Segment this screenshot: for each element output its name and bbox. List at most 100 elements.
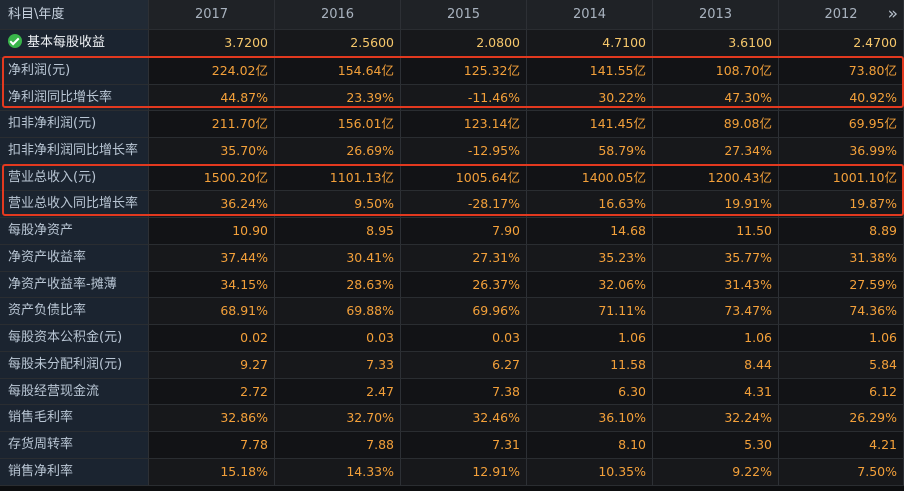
row-label-text: 净资产收益率: [8, 250, 87, 265]
value-cell: 73.80亿: [779, 58, 904, 85]
value-cell: 35.23%: [527, 245, 653, 272]
value-cell: 40.92%: [779, 85, 904, 111]
row-label-text: 营业总收入同比增长率: [8, 196, 139, 211]
year-header[interactable]: 2017: [149, 0, 275, 30]
table-row[interactable]: 营业总收入同比增长率 36.24% 9.50% -28.17% 16.63% 19.91%…: [0, 191, 904, 218]
value-cell: 32.86%: [149, 405, 275, 432]
value-cell: 0.03: [275, 325, 401, 352]
value-cell: 1005.64亿: [401, 165, 527, 191]
row-label: 营业总收入(元): [0, 165, 149, 191]
value-cell: 26.37%: [401, 272, 527, 298]
value-cell: 1101.13亿: [275, 165, 401, 191]
table-row[interactable]: 存货周转率 7.78 7.88 7.31 8.10 5.30 4.21: [0, 432, 904, 459]
value-cell: -28.17%: [401, 191, 527, 218]
value-cell: 7.38: [401, 379, 527, 405]
row-label-text: 每股未分配利润(元): [8, 357, 123, 372]
table-row[interactable]: 每股经营现金流 2.72 2.47 7.38 6.30 4.31 6.12: [0, 379, 904, 405]
value-cell: 14.33%: [275, 459, 401, 486]
value-cell: 47.30%: [653, 85, 779, 111]
value-cell: 6.27: [401, 352, 527, 379]
row-label-text: 营业总收入(元): [8, 170, 97, 185]
year-header[interactable]: 2014: [527, 0, 653, 30]
value-cell: 28.63%: [275, 272, 401, 298]
row-label: 扣非净利润(元): [0, 111, 149, 138]
table-row[interactable]: 每股净资产 10.90 8.95 7.90 14.68 11.50 8.89: [0, 218, 904, 245]
row-label: 净资产收益率: [0, 245, 149, 272]
value-cell: 5.84: [779, 352, 904, 379]
row-label: 每股未分配利润(元): [0, 352, 149, 379]
table-row[interactable]: 每股未分配利润(元) 9.27 7.33 6.27 11.58 8.44 5.84: [0, 352, 904, 379]
value-cell: 14.68: [527, 218, 653, 245]
table-row[interactable]: 销售毛利率 32.86% 32.70% 32.46% 36.10% 32.24% 26.29…: [0, 405, 904, 432]
row-label: 每股经营现金流: [0, 379, 149, 405]
value-cell: 6.30: [527, 379, 653, 405]
value-cell: 34.15%: [149, 272, 275, 298]
table-row[interactable]: 销售净利率 15.18% 14.33% 12.91% 10.35% 9.22% 7.50%: [0, 459, 904, 486]
year-header[interactable]: 2012: [779, 0, 904, 30]
value-cell: 2.47: [275, 379, 401, 405]
value-cell: 37.44%: [149, 245, 275, 272]
row-label-text: 扣非净利润(元): [8, 116, 97, 131]
value-cell: -12.95%: [401, 138, 527, 165]
table-row[interactable]: 扣非净利润同比增长率 35.70% 26.69% -12.95% 58.79% 27.34…: [0, 138, 904, 165]
value-cell: 3.6100: [653, 30, 779, 58]
value-cell: 35.70%: [149, 138, 275, 165]
value-cell: 2.5600: [275, 30, 401, 58]
year-header[interactable]: 2015: [401, 0, 527, 30]
value-cell: 23.39%: [275, 85, 401, 111]
row-label: 销售毛利率: [0, 405, 149, 432]
table-row[interactable]: 净资产收益率-摊薄 34.15% 28.63% 26.37% 32.06% 31.43% 2…: [0, 272, 904, 298]
table-row[interactable]: 资产负债比率 68.91% 69.88% 69.96% 71.11% 73.47% 74.3…: [0, 298, 904, 325]
value-cell: 2.72: [149, 379, 275, 405]
table-row[interactable]: 营业总收入(元) 1500.20亿 1101.13亿 1005.64亿 1400.05亿…: [0, 165, 904, 191]
value-cell: 1.06: [527, 325, 653, 352]
row-label: 净利润(元): [0, 58, 149, 85]
value-cell: 19.91%: [653, 191, 779, 218]
value-cell: 1001.10亿: [779, 165, 904, 191]
value-cell: 27.34%: [653, 138, 779, 165]
value-cell: 156.01亿: [275, 111, 401, 138]
value-cell: 7.78: [149, 432, 275, 459]
table-row[interactable]: 扣非净利润(元) 211.70亿 156.01亿 123.14亿 141.45亿 89.0…: [0, 111, 904, 138]
header-label: 科目\年度: [0, 0, 149, 30]
value-cell: 69.95亿: [779, 111, 904, 138]
value-cell: 31.38%: [779, 245, 904, 272]
table-row[interactable]: 基本每股收益 3.7200 2.5600 2.0800 4.7100 3.6100 2.47…: [0, 30, 904, 58]
value-cell: 73.47%: [653, 298, 779, 325]
value-cell: 74.36%: [779, 298, 904, 325]
row-label: 营业总收入同比增长率: [0, 191, 149, 218]
value-cell: 4.7100: [527, 30, 653, 58]
value-cell: 36.10%: [527, 405, 653, 432]
value-cell: 8.10: [527, 432, 653, 459]
table-row[interactable]: 每股资本公积金(元) 0.02 0.03 0.03 1.06 1.06 1.06: [0, 325, 904, 352]
more-columns-icon[interactable]: »: [887, 4, 898, 24]
value-cell: 30.41%: [275, 245, 401, 272]
value-cell: 1.06: [653, 325, 779, 352]
table-row[interactable]: 净资产收益率 37.44% 30.41% 27.31% 35.23% 35.77% 31.3…: [0, 245, 904, 272]
value-cell: 89.08亿: [653, 111, 779, 138]
year-header[interactable]: 2016: [275, 0, 401, 30]
value-cell: 71.11%: [527, 298, 653, 325]
row-label-text: 每股资本公积金(元): [8, 330, 123, 345]
table-row[interactable]: 净利润同比增长率 44.87% 23.39% -11.46% 30.22% 47.30% 4…: [0, 85, 904, 111]
value-cell: 32.06%: [527, 272, 653, 298]
row-label-text: 扣非净利润同比增长率: [8, 143, 139, 158]
value-cell: 9.22%: [653, 459, 779, 486]
row-label-text: 销售净利率: [8, 464, 74, 479]
value-cell: 8.89: [779, 218, 904, 245]
value-cell: 1500.20亿: [149, 165, 275, 191]
year-header[interactable]: 2013: [653, 0, 779, 30]
table-row[interactable]: 净利润(元) 224.02亿 154.64亿 125.32亿 141.55亿 108.70…: [0, 58, 904, 85]
value-cell: 4.31: [653, 379, 779, 405]
value-cell: 7.33: [275, 352, 401, 379]
row-label-text: 资产负债比率: [8, 303, 87, 318]
value-cell: 11.58: [527, 352, 653, 379]
row-label: 净利润同比增长率: [0, 85, 149, 111]
value-cell: 69.96%: [401, 298, 527, 325]
row-label: 扣非净利润同比增长率: [0, 138, 149, 165]
value-cell: 141.45亿: [527, 111, 653, 138]
row-label-text: 存货周转率: [8, 437, 74, 452]
value-cell: 30.22%: [527, 85, 653, 111]
value-cell: 4.21: [779, 432, 904, 459]
value-cell: 35.77%: [653, 245, 779, 272]
